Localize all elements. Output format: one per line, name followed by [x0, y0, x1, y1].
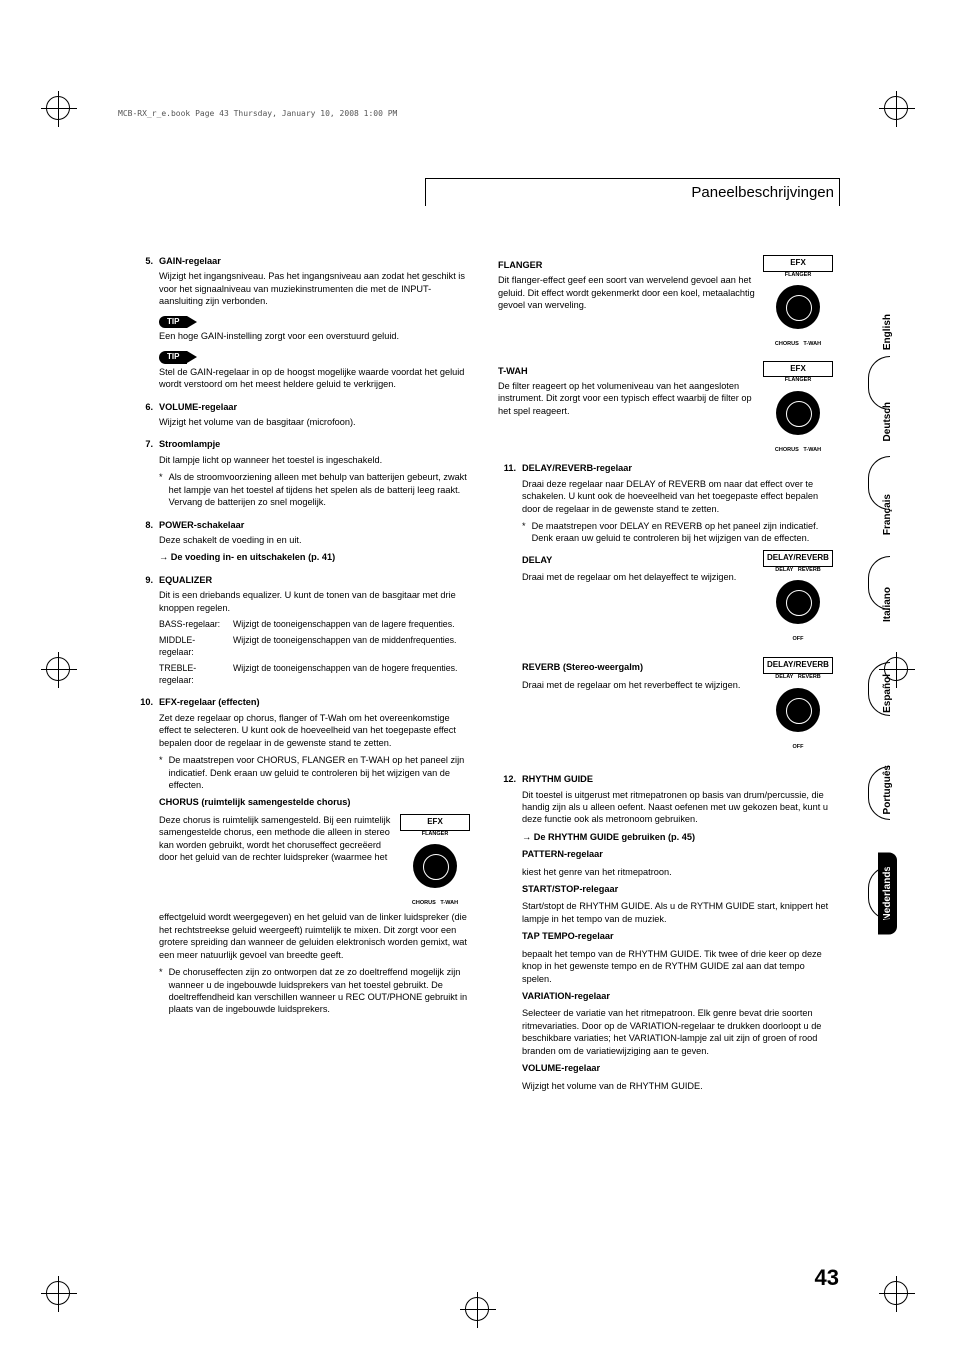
eq-desc: Wijzigt de tooneigenschappen van de hoge…: [233, 663, 457, 687]
cross-reference: → De RHYTHM GUIDE gebruiken (p. 45): [522, 831, 833, 843]
knob-sublabel: CHORUS: [412, 900, 436, 906]
knob-sublabel: T-WAH: [440, 900, 458, 906]
item-title: DELAY/REVERB-regelaar: [522, 462, 632, 474]
lang-arc-divider: [868, 456, 890, 510]
item-title: EFX-regelaar (effecten): [159, 696, 260, 708]
registration-mark: [46, 96, 70, 120]
eq-label: MIDDLE-regelaar:: [159, 635, 229, 659]
efx-knob-figure: EFX FLANGER CHORUS T-WAH: [763, 255, 833, 349]
item-title: POWER-schakelaar: [159, 519, 244, 531]
delay-knob-figure: DELAY/REVERB DELAY REVERB OFF: [763, 550, 833, 644]
left-column: 5. GAIN-regelaar Wijzigt het ingangsnivea…: [135, 255, 470, 1102]
tip-badge: TIP: [159, 316, 187, 329]
knob-label: EFX: [400, 814, 470, 831]
knob-top-label: FLANGER: [763, 377, 833, 384]
body-text: Wijzigt het volume van de basgitaar (mic…: [159, 416, 470, 428]
cross-reference: → De voeding in- en uitschakelen (p. 41): [159, 551, 470, 563]
eq-label: BASS-regelaar:: [159, 619, 229, 631]
language-tab-english[interactable]: English: [878, 300, 897, 364]
registration-mark: [465, 1297, 489, 1321]
body-text: Selecteer de variatie van het ritmepatro…: [522, 1007, 833, 1057]
subheading: TAP TEMPO-regelaar: [522, 930, 833, 942]
bullet-icon: *: [159, 966, 163, 1016]
lang-arc-divider: [868, 556, 890, 610]
page-title: Paneelbeschrijvingen: [691, 184, 834, 201]
subheading: PATTERN-regelaar: [522, 848, 833, 860]
knob-sublabel: CHORUS: [775, 447, 799, 453]
subheading: CHORUS (ruimtelijk samengestelde chorus): [159, 796, 470, 808]
body-text: kiest het genre van het ritmepatroon.: [522, 866, 833, 878]
tip-badge: TIP: [159, 351, 187, 364]
knob-top-label: FLANGER: [763, 272, 833, 279]
book-meta: MCB-RX_r_e.book Page 43 Thursday, Januar…: [118, 109, 397, 118]
body-text: Dit is een driebands equalizer. U kunt d…: [159, 589, 470, 614]
knob-sublabel: OFF: [763, 744, 833, 751]
eq-desc: Wijzigt de tooneigenschappen van de midd…: [233, 635, 457, 659]
subheading: VARIATION-regelaar: [522, 990, 833, 1002]
lang-arc-divider: [868, 356, 890, 410]
efx-knob-figure: EFX FLANGER CHORUS T-WAH: [763, 361, 833, 455]
bullet-icon: *: [522, 520, 526, 545]
subheading: START/STOP-relegaar: [522, 883, 833, 895]
bullet-icon: *: [159, 754, 163, 791]
body-text: Deze schakelt de voeding in en uit.: [159, 534, 470, 546]
body-text: Wijzigt het ingangsniveau. Pas het ingan…: [159, 270, 470, 307]
registration-mark: [46, 1281, 70, 1305]
bullet-icon: *: [159, 471, 163, 508]
registration-mark: [884, 96, 908, 120]
reverb-knob-figure: DELAY/REVERB DELAY REVERB OFF: [763, 657, 833, 751]
item-number: 6.: [135, 401, 153, 413]
item-title: GAIN-regelaar: [159, 255, 221, 267]
knob-sublabel: REVERB: [798, 567, 821, 573]
body-text: Dit toestel is uitgerust met ritmepatron…: [522, 789, 833, 826]
item-number: 5.: [135, 255, 153, 267]
body-text: Zet deze regelaar op chorus, flanger of …: [159, 712, 470, 749]
body-text: Dit lampje licht op wanneer het toestel …: [159, 454, 470, 466]
knob-label: DELAY/REVERB: [763, 657, 833, 674]
tip-text: Een hoge GAIN-instelling zorgt voor een …: [159, 330, 470, 342]
knob-label: DELAY/REVERB: [763, 550, 833, 567]
registration-mark: [46, 657, 70, 681]
lang-arc-divider: [868, 766, 890, 820]
item-number: 7.: [135, 438, 153, 450]
knob-sublabel: T-WAH: [803, 447, 821, 453]
item-number: 8.: [135, 519, 153, 531]
item-title: VOLUME-regelaar: [159, 401, 237, 413]
knob-sublabel: CHORUS: [775, 341, 799, 347]
lang-arc-divider: [868, 866, 890, 920]
subheading: VOLUME-regelaar: [522, 1062, 833, 1074]
body-text: bepaalt het tempo van de RHYTHM GUIDE. T…: [522, 948, 833, 985]
item-title: EQUALIZER: [159, 574, 212, 586]
tip-text: Stel de GAIN-regelaar in op de hoogst mo…: [159, 366, 470, 391]
right-column: EFX FLANGER CHORUS T-WAH FLANGER Dit fla…: [498, 255, 833, 1102]
item-number: 9.: [135, 574, 153, 586]
knob-sublabel: REVERB: [798, 674, 821, 680]
body-text: Wijzigt het volume van de RHYTHM GUIDE.: [522, 1080, 833, 1092]
bullet-text: Als de stroomvoorziening alleen met behu…: [169, 471, 470, 508]
efx-knob-figure: EFX FLANGER CHORUS T-WAH: [400, 814, 470, 908]
knob-top-label: FLANGER: [400, 831, 470, 838]
item-number: 12.: [498, 773, 516, 785]
knob-sublabel: DELAY: [775, 567, 793, 573]
eq-label: TREBLE-regelaar:: [159, 663, 229, 687]
body-text: Draai deze regelaar naar DELAY of REVERB…: [522, 478, 833, 515]
knob-label: EFX: [763, 361, 833, 378]
knob-label: EFX: [763, 255, 833, 272]
bullet-text: De maatstrepen voor DELAY en REVERB op h…: [532, 520, 833, 545]
body-text: Start/stopt de RHYTHM GUIDE. Als u de RY…: [522, 900, 833, 925]
bullet-text: De choruseffecten zijn zo ontworpen dat …: [169, 966, 470, 1016]
registration-mark: [884, 1281, 908, 1305]
bullet-text: De maatstrepen voor CHORUS, FLANGER en T…: [169, 754, 470, 791]
item-number: 11.: [498, 462, 516, 474]
page-number: 43: [815, 1265, 839, 1291]
eq-desc: Wijzigt de tooneigenschappen van de lage…: [233, 619, 455, 631]
item-number: 10.: [135, 696, 153, 708]
lang-arc-divider: [868, 662, 890, 716]
item-title: RHYTHM GUIDE: [522, 773, 593, 785]
body-text: effectgeluid wordt weergegeven) en het g…: [159, 911, 470, 961]
knob-sublabel: DELAY: [775, 674, 793, 680]
knob-sublabel: OFF: [763, 636, 833, 643]
item-title: Stroomlampje: [159, 438, 220, 450]
knob-sublabel: T-WAH: [803, 341, 821, 347]
